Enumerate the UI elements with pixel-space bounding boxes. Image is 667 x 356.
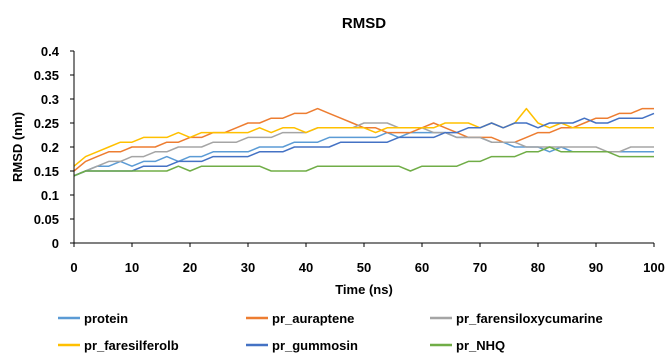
y-tick-label: 0.4 [41, 44, 60, 59]
series-line-pr-gummosin [73, 112, 655, 177]
y-tick-label: 0.35 [34, 68, 59, 83]
x-tick-label: 60 [415, 260, 429, 275]
x-axis-label: Time (ns) [335, 282, 393, 297]
x-tick-label: 20 [183, 260, 197, 275]
x-tick-label: 70 [473, 260, 487, 275]
y-tick-label: 0.15 [34, 164, 59, 179]
y-tick-label: 0.2 [41, 140, 59, 155]
y-tick-label: 0.05 [34, 212, 59, 227]
chart-title: RMSD [342, 15, 386, 32]
x-tick-label: 50 [357, 260, 371, 275]
legend-item: pr_NHQ [430, 338, 505, 353]
y-axis-label: RMSD (nm) [10, 112, 25, 182]
legend-item: pr_farensiloxycumarine [430, 311, 603, 326]
legend-item: protein [58, 311, 128, 326]
x-tick-label: 10 [125, 260, 139, 275]
legend-label: pr_NHQ [456, 338, 505, 353]
x-axis-ticks: 0 10 20 30 40 50 60 70 80 90 100 [70, 243, 665, 275]
series-line-pr-faresilferolb [73, 107, 654, 167]
legend-label: pr_farensiloxycumarine [456, 311, 603, 326]
series-lines [73, 107, 655, 177]
series-line-pr-farensiloxycumarine [73, 122, 654, 177]
x-tick-label: 100 [643, 260, 665, 275]
series-line-protein [73, 131, 654, 177]
y-tick-label: 0.1 [41, 188, 59, 203]
legend-label: pr_gummosin [272, 338, 358, 353]
series-line-pr-nhq [73, 146, 654, 177]
series-line-pr-auraptene [73, 107, 654, 172]
x-tick-label: 90 [589, 260, 603, 275]
legend-item: pr_faresilferolb [58, 338, 179, 353]
x-tick-label: 0 [70, 260, 77, 275]
legend: protein pr_auraptene pr_farensiloxycumarin… [58, 311, 603, 353]
legend-label: pr_auraptene [272, 311, 354, 326]
legend-item: pr_gummosin [246, 338, 358, 353]
legend-label: pr_faresilferolb [84, 338, 179, 353]
legend-label: protein [84, 311, 128, 326]
legend-item: pr_auraptene [246, 311, 354, 326]
y-tick-label: 0 [52, 236, 59, 251]
y-axis-ticks: 0 0.05 0.1 0.15 0.2 0.25 0.3 0.35 0.4 [34, 44, 74, 251]
x-tick-label: 40 [299, 260, 313, 275]
y-tick-label: 0.25 [34, 116, 59, 131]
y-tick-label: 0.3 [41, 92, 59, 107]
x-tick-label: 30 [241, 260, 255, 275]
x-tick-label: 80 [531, 260, 545, 275]
